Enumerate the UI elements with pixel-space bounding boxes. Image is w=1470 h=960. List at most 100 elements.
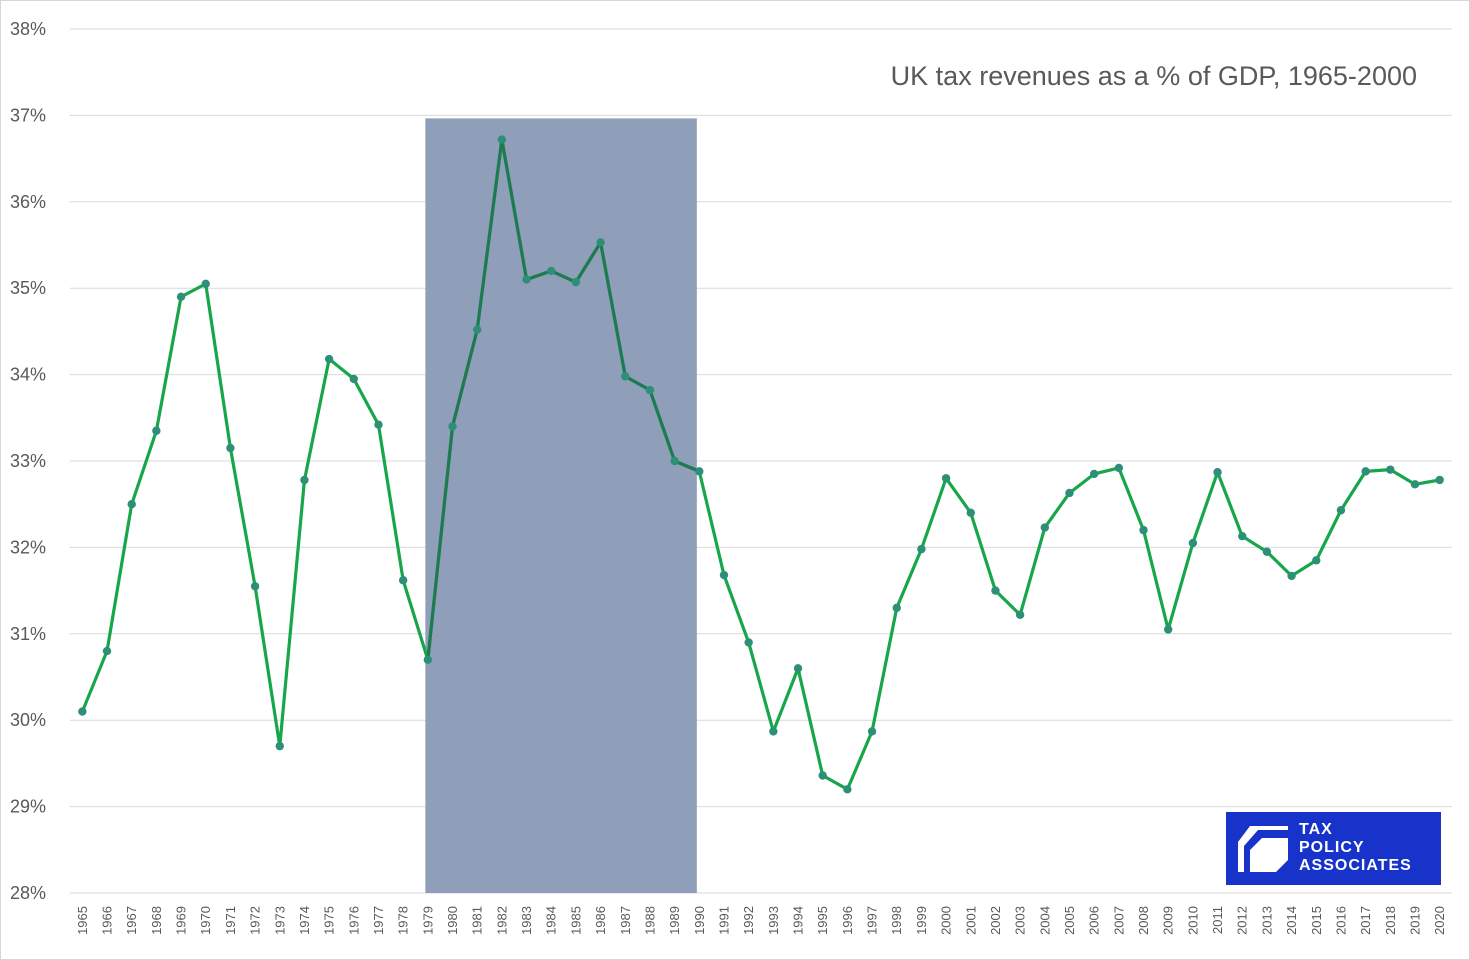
- x-tick-label: 2019: [1407, 906, 1422, 935]
- data-point: [1386, 465, 1395, 474]
- data-point: [670, 456, 679, 466]
- series-line: [80, 137, 1440, 791]
- x-tick-label: 1997: [865, 906, 880, 935]
- y-tick-label: 35%: [10, 278, 46, 298]
- x-tick-label: 1986: [593, 906, 608, 935]
- x-tick-label: 2002: [988, 906, 1003, 935]
- x-tick-label: 2003: [1013, 906, 1028, 935]
- x-tick-label: 1978: [396, 906, 411, 935]
- y-tick-label: 37%: [10, 105, 46, 125]
- data-point: [448, 422, 457, 431]
- x-tick-label: 1992: [741, 906, 756, 935]
- x-tick-label: 2008: [1136, 906, 1151, 935]
- data-point: [1015, 610, 1025, 619]
- data-point: [226, 443, 235, 453]
- data-point: [941, 474, 951, 483]
- data-point: [78, 707, 87, 716]
- x-tick-label: 1999: [914, 906, 929, 935]
- data-point: [991, 586, 1000, 595]
- data-point: [275, 741, 284, 751]
- data-point: [621, 372, 630, 381]
- highlight-band-layer: [425, 118, 697, 893]
- x-tick-label: 1982: [494, 906, 509, 935]
- data-point: [1287, 571, 1296, 581]
- data-point: [769, 727, 778, 736]
- highlight-band: [425, 118, 697, 893]
- x-tick-label: 1993: [766, 906, 781, 935]
- data-point: [423, 655, 433, 664]
- data-point: [1188, 538, 1198, 548]
- logo-line-1: TAX: [1299, 821, 1333, 838]
- x-tick-label: 1965: [75, 906, 90, 935]
- x-tick-label: 1995: [815, 906, 830, 935]
- x-tick-label: 2016: [1333, 906, 1348, 935]
- x-tick-label: 2004: [1037, 906, 1052, 935]
- data-point: [374, 420, 383, 429]
- data-point: [324, 354, 334, 364]
- y-tick-label: 28%: [10, 883, 46, 903]
- series-layer: [78, 135, 1444, 794]
- x-tick-label: 1969: [174, 906, 189, 935]
- data-point: [472, 325, 482, 334]
- data-point: [1336, 506, 1346, 515]
- data-point: [843, 785, 852, 794]
- x-tick-label: 1981: [470, 906, 485, 935]
- x-tick-label: 2011: [1210, 906, 1225, 934]
- x-tick-label: 2012: [1235, 906, 1250, 935]
- gridlines: [70, 28, 1452, 894]
- x-tick-label: 1983: [519, 906, 534, 935]
- data-point: [127, 500, 136, 509]
- x-tick-label: 1977: [371, 906, 386, 935]
- data-point: [300, 475, 309, 485]
- x-tick-label: 1994: [791, 906, 806, 935]
- x-axis-ticks: 1965 1966 1967 1968 1969 1970 1971 1972 1973 1974…: [75, 906, 1447, 935]
- x-tick-label: 1979: [420, 906, 435, 935]
- x-tick-label: 1971: [223, 906, 238, 935]
- y-tick-label: 33%: [10, 451, 46, 471]
- data-point: [1163, 625, 1173, 634]
- data-point: [349, 374, 359, 384]
- data-point: [744, 638, 753, 647]
- x-tick-label: 1975: [322, 906, 337, 935]
- data-point: [1139, 525, 1148, 535]
- y-tick-label: 34%: [10, 365, 46, 385]
- data-point: [596, 238, 605, 247]
- y-tick-label: 38%: [10, 19, 46, 39]
- x-tick-label: 1996: [840, 906, 855, 935]
- x-tick-label: 2020: [1432, 906, 1447, 935]
- data-point: [1312, 556, 1321, 565]
- x-tick-label: 1984: [544, 906, 559, 935]
- x-tick-label: 2009: [1161, 906, 1176, 935]
- x-tick-label: 2007: [1111, 906, 1126, 935]
- x-tick-label: 1970: [198, 906, 213, 935]
- data-point: [1435, 475, 1444, 485]
- x-tick-label: 2006: [1087, 906, 1102, 935]
- x-tick-label: 1991: [716, 906, 731, 935]
- data-point: [152, 426, 161, 435]
- logo-line-2: POLICY: [1299, 839, 1365, 856]
- x-tick-label: 2010: [1185, 906, 1200, 935]
- data-point: [695, 467, 704, 476]
- data-point: [1410, 480, 1420, 489]
- data-point: [571, 277, 581, 287]
- logo-text: TAX POLICY ASSOCIATES: [1299, 821, 1412, 875]
- data-point: [1262, 547, 1272, 556]
- x-tick-label: 1972: [248, 906, 263, 935]
- data-point: [497, 135, 507, 144]
- y-tick-label: 30%: [10, 710, 46, 730]
- data-point: [818, 771, 827, 780]
- y-axis-ticks: 28% 29% 30% 31% 32% 33% 34% 35% 36% 37% 38%: [10, 19, 46, 903]
- x-tick-label: 1988: [642, 906, 657, 935]
- y-tick-label: 32%: [10, 537, 46, 557]
- x-tick-label: 2001: [963, 906, 978, 935]
- x-tick-label: 1974: [297, 906, 312, 935]
- data-point: [1040, 523, 1050, 532]
- x-tick-label: 1966: [100, 906, 115, 935]
- data-point: [250, 582, 260, 591]
- x-tick-label: 2000: [939, 906, 954, 935]
- data-point: [176, 292, 186, 302]
- x-tick-label: 1980: [445, 906, 460, 935]
- series-line-highlighted: [426, 137, 700, 660]
- x-tick-label: 1998: [889, 906, 904, 935]
